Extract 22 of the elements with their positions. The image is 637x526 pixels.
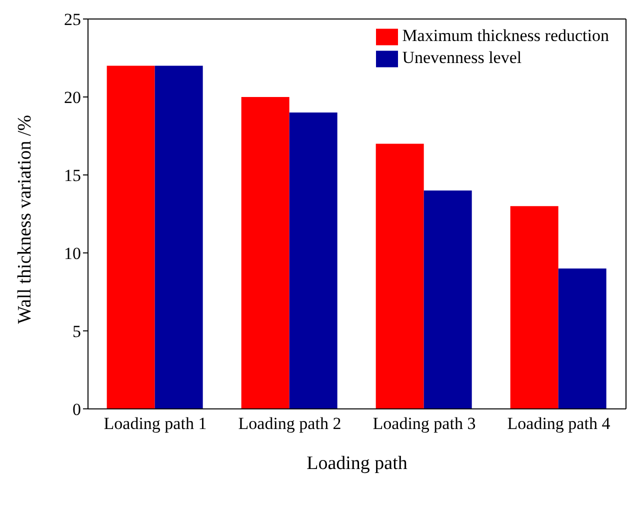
bar xyxy=(241,96,290,409)
y-tick-label: 25 xyxy=(64,10,81,30)
y-tick-label: 10 xyxy=(64,244,81,263)
y-tick-label: 15 xyxy=(64,166,81,185)
x-axis-title: Loading path xyxy=(306,452,408,474)
y-tick-label: 20 xyxy=(64,88,81,107)
bar xyxy=(558,268,606,409)
bar xyxy=(376,144,424,409)
legend-label: Maximum thickness reduction xyxy=(402,26,609,45)
y-tick-label: 5 xyxy=(72,322,81,341)
bar xyxy=(289,112,338,409)
x-tick-label: Loading path 1 xyxy=(104,414,207,433)
x-tick-label: Loading path 2 xyxy=(238,414,342,433)
bar xyxy=(106,66,155,409)
legend-label: Unevenness level xyxy=(402,48,522,68)
x-tick-label: Loading path 3 xyxy=(372,414,476,433)
y-tick-label: 0 xyxy=(72,400,81,419)
bar xyxy=(510,206,558,409)
bar xyxy=(154,66,203,409)
bar xyxy=(424,190,472,409)
x-tick-label: Loading path 4 xyxy=(507,414,611,433)
y-axis-title: Wall thickness variation /% xyxy=(14,114,36,324)
